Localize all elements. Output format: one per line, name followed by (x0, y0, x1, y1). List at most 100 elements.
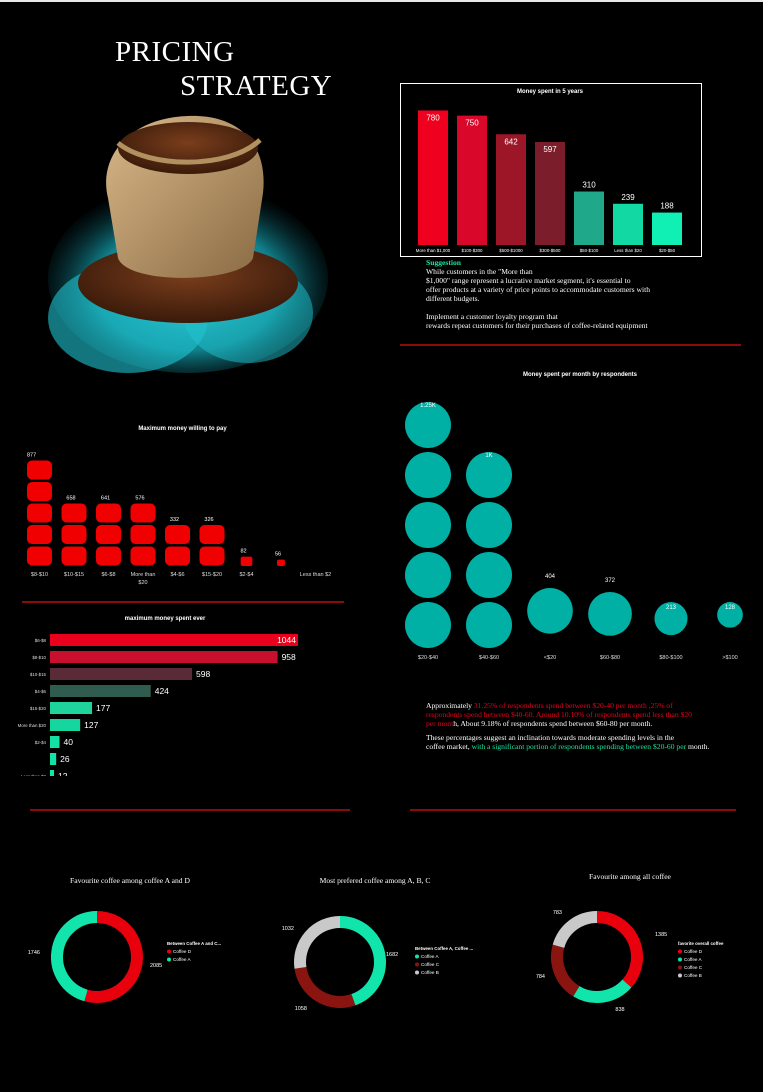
suggestion-line-6: Implement a customer loyalty program tha… (426, 312, 558, 321)
bar-block (27, 525, 52, 544)
bar-block (165, 525, 190, 544)
analysis-highlight: per mont (426, 719, 454, 728)
analysis-line-1: Approximately 31.25% of respondents spen… (426, 701, 709, 710)
bar (613, 203, 643, 245)
donut-slice (294, 916, 341, 969)
legend-title: favorite overall coffee (678, 941, 724, 946)
tick-label: $4-$6 (170, 572, 184, 578)
tick-label: $6-$8 (101, 572, 115, 578)
chart-title-monthly-spend: Money spent per month by respondents (522, 372, 637, 378)
legend-title: Between Coffee A and C... (167, 941, 221, 946)
bar-block (199, 546, 225, 566)
bar-block (61, 503, 87, 523)
bar (50, 651, 278, 663)
tick-label: $2-$4 (35, 740, 47, 745)
data-label: 404 (545, 574, 556, 580)
tick-label: $100-$300 (462, 248, 484, 253)
data-label: 239 (621, 193, 635, 202)
legend-label: Coffee A (684, 957, 702, 962)
slice-value-label: 1385 (655, 932, 667, 938)
bubble (405, 502, 451, 548)
bar (496, 134, 526, 245)
bar-block (96, 546, 121, 566)
slice-value-label: 2085 (150, 963, 162, 969)
legend-label: Coffee D (684, 949, 703, 954)
data-label: 642 (504, 137, 518, 146)
data-label: 750 (465, 119, 479, 128)
slice-value-label: 838 (615, 1007, 624, 1013)
data-label: 424 (155, 686, 169, 696)
tick-label: $50-$100 (580, 248, 599, 253)
data-label: 641 (101, 496, 110, 502)
tick-label: Less than $20 (614, 248, 642, 253)
data-label: 213 (666, 605, 677, 611)
slice-value-label: 1746 (28, 950, 40, 956)
tick-label: $2-$4 (239, 572, 253, 578)
bar-block (130, 503, 156, 523)
bar (457, 115, 487, 245)
analysis-text: Approximately (426, 701, 474, 710)
analysis-text: h, About 9.18% of respondents spend betw… (453, 719, 653, 728)
bar (535, 142, 565, 245)
data-label: 128 (725, 605, 736, 611)
data-label: 177 (96, 703, 110, 713)
bar (50, 736, 60, 748)
bar (50, 770, 54, 776)
bar-block (240, 556, 253, 566)
chart-title-money-5-years: Money spent in 5 years (516, 89, 584, 95)
legend-swatch (678, 965, 682, 970)
suggestion-heading: Suggestion (426, 258, 462, 267)
legend-label: Coffee B (421, 970, 439, 975)
data-label: 780 (426, 113, 440, 122)
chart-max-spent-ever: 1044 $6-$8 958 $8-$10 598 $10-$15 424 $4-$6 177 $… (18, 634, 298, 776)
legend-label: Coffee B (684, 973, 702, 978)
chart-title-willing-to-pay: Maximum money willing to pay (138, 426, 227, 432)
slice-value-label: 1032 (282, 926, 294, 932)
tick-label: $15-$20 (30, 706, 47, 711)
tick-label: $20-$50 (659, 248, 676, 253)
bubble (717, 602, 743, 628)
bar (50, 719, 81, 731)
tick-label: $15-$20 (202, 572, 222, 578)
bar-block (165, 546, 190, 566)
bar-block (130, 525, 156, 544)
bubble (405, 452, 451, 498)
bar-block (27, 546, 52, 566)
analysis-line-5: coffee market, with a significant portio… (426, 742, 709, 751)
tick-label: $10-$15 (30, 672, 47, 677)
donut-slice (551, 944, 580, 997)
data-label: 188 (660, 202, 674, 211)
bar (50, 634, 298, 646)
coffee-bean-sack-icon (48, 115, 328, 373)
data-label: 12 (58, 771, 68, 776)
bar-block (130, 546, 156, 566)
suggestion-line-3: offer products at a variety of price poi… (426, 285, 651, 294)
slice-value-label: 784 (536, 974, 545, 980)
tick-label: $10-$15 (64, 572, 84, 578)
bar-block (27, 503, 52, 523)
bubble (405, 602, 451, 648)
bar (50, 702, 93, 714)
data-label: 56 (275, 552, 281, 558)
tick-label: Less than $2 (300, 572, 332, 578)
data-label: 597 (543, 145, 557, 154)
analysis-text: coffee market, (426, 742, 470, 751)
data-label: 372 (605, 578, 616, 584)
data-label: 877 (27, 453, 36, 459)
data-label: 310 (582, 181, 596, 190)
bar (50, 685, 151, 697)
slice-value-label: 783 (553, 910, 562, 916)
chart-money-5-years (400, 83, 702, 257)
donut-slice (339, 916, 386, 1006)
chart-monthly-spend: 1.25K $20-$40 1K $40-$60 404 <$20 372 $60-$80 21… (405, 402, 743, 661)
tick-label: More than (131, 572, 156, 578)
data-label: 326 (204, 517, 213, 523)
tick-label: $40-$60 (479, 655, 499, 661)
tick-label: >$100 (722, 655, 737, 661)
data-label: 658 (66, 496, 75, 502)
analysis-block: Approximately 31.25% of respondents spen… (426, 701, 709, 751)
analysis-text: month. (686, 742, 710, 751)
analysis-line-2: respondents spend between $40-60. Around… (426, 710, 692, 719)
legend-swatch (415, 970, 419, 975)
bar-block (61, 525, 87, 544)
